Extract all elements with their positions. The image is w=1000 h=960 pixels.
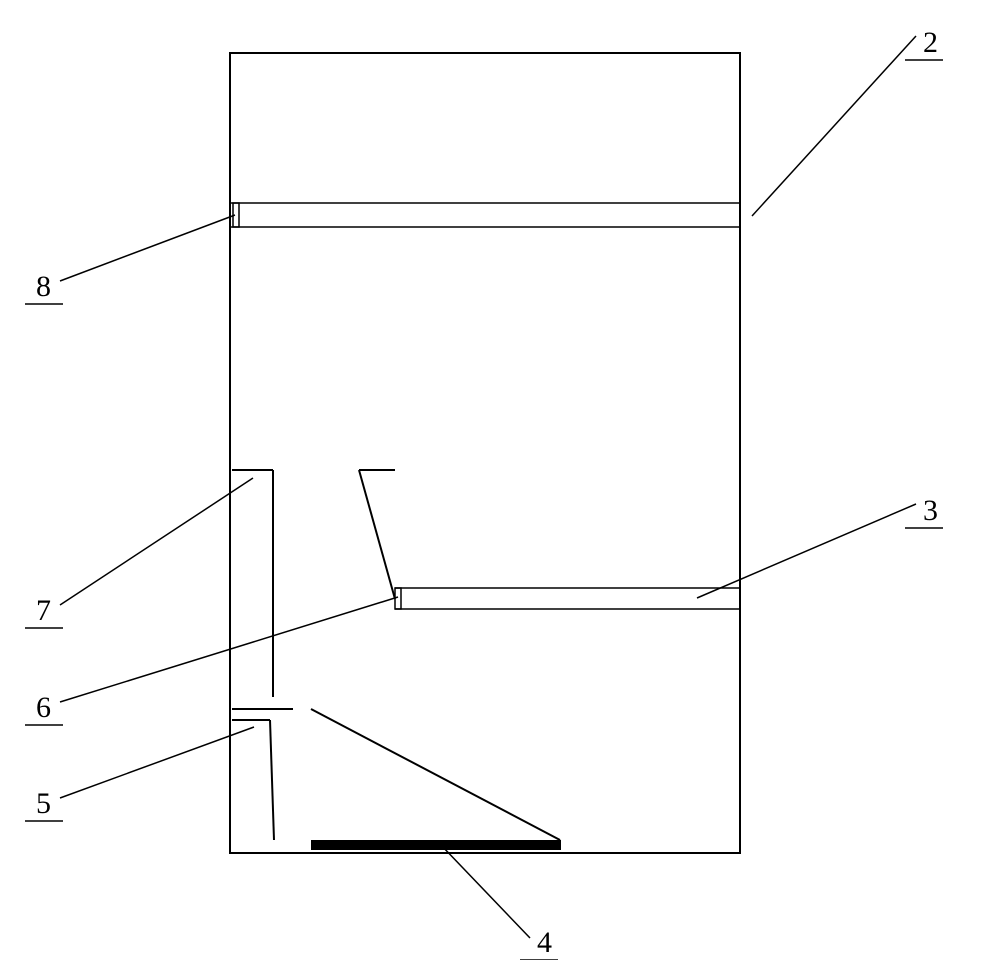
main-frame xyxy=(230,53,740,853)
notch-lower-diag-right xyxy=(311,709,560,840)
leader-2 xyxy=(752,36,916,216)
leader-5 xyxy=(60,727,254,798)
label-2: 2 xyxy=(923,26,938,59)
label-6: 6 xyxy=(36,691,51,724)
leader-4 xyxy=(440,844,530,938)
notch-upper-diag-right xyxy=(359,470,395,599)
bottom-bar xyxy=(311,840,561,850)
label-3: 3 xyxy=(923,494,938,527)
label-4: 4 xyxy=(537,926,552,959)
label-7: 7 xyxy=(36,594,51,627)
label-5: 5 xyxy=(36,787,51,820)
leader-3 xyxy=(697,504,916,598)
notch-connector xyxy=(311,599,395,709)
leader-7 xyxy=(60,478,253,605)
lower-band-tab xyxy=(395,588,401,609)
leader-8 xyxy=(60,215,235,281)
notch-lower-diag-left xyxy=(270,720,274,840)
label-8: 8 xyxy=(36,270,51,303)
